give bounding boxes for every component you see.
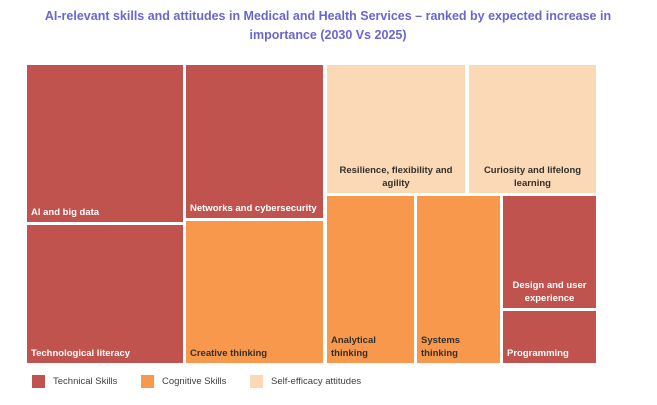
treemap-cell-ai-and-big-data[interactable]: AI and big data (27, 65, 183, 222)
treemap-cell-design-and-user-experience[interactable]: Design and user experience (503, 196, 596, 308)
treemap-cell-programming[interactable]: Programming (503, 311, 596, 363)
legend-item-cognitive-skills[interactable]: Cognitive Skills (141, 374, 226, 389)
legend-swatch-technical-skills (32, 375, 45, 388)
treemap-cell-label: Design and user experience (512, 280, 587, 304)
treemap-cell-technological-literacy[interactable]: Technological literacy (27, 225, 183, 363)
treemap-cell-label: Creative thinking (190, 347, 268, 359)
treemap-cell-label: Systems thinking (421, 335, 461, 359)
treemap-cell-label: Networks and cybersecurity (190, 202, 317, 214)
chart-title: AI-relevant skills and attitudes in Medi… (44, 9, 612, 42)
legend-item-technical-skills[interactable]: Technical Skills (32, 374, 117, 389)
treemap-cell-networks-and-cybersecurity[interactable]: Networks and cybersecurity (186, 65, 323, 218)
treemap-cell-curiosity-and-lifelong-learning[interactable]: Curiosity and lifelong learning (469, 65, 596, 193)
legend: Technical Skills Cognitive Skills Self-e… (0, 374, 657, 394)
treemap-cell-resilience-flexibility-and-agility[interactable]: Resilience, flexibility and agility (327, 65, 465, 193)
treemap-cell-label: Analytical thinking (331, 335, 376, 359)
legend-label-cognitive-skills: Cognitive Skills (162, 376, 227, 387)
treemap: AI and big data Technological literacy Net… (27, 65, 596, 363)
legend-swatch-cognitive-skills (141, 375, 154, 388)
legend-item-self-efficacy-attitudes[interactable]: Self-efficacy attitudes (250, 374, 361, 389)
treemap-cell-label: Curiosity and lifelong learning (483, 165, 582, 189)
treemap-cell-systems-thinking[interactable]: Systems thinking (417, 196, 500, 363)
treemap-cell-analytical-thinking[interactable]: Analytical thinking (327, 196, 414, 363)
treemap-cell-label: AI and big data (31, 206, 100, 218)
legend-label-technical-skills: Technical Skills (53, 376, 118, 387)
treemap-cell-label: Programming (507, 347, 569, 359)
treemap-cell-creative-thinking[interactable]: Creative thinking (186, 221, 323, 363)
treemap-cell-label: Resilience, flexibility and agility (339, 165, 453, 189)
treemap-cell-label: Technological literacy (31, 347, 131, 359)
legend-swatch-self-efficacy-attitudes (250, 375, 263, 388)
legend-label-self-efficacy-attitudes: Self-efficacy attitudes (271, 376, 362, 387)
